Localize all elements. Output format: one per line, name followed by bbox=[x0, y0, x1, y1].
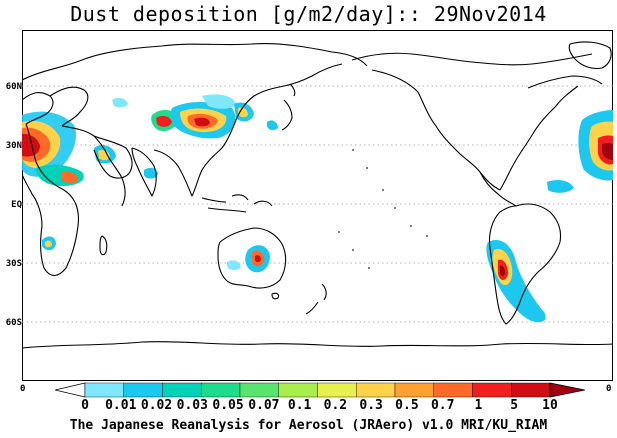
colorbar-cell bbox=[201, 382, 241, 398]
colorbar-arrow-right bbox=[549, 382, 585, 398]
colorbar-tick-label: 0.2 bbox=[323, 398, 348, 413]
lat-label-60n: 60N bbox=[5, 82, 22, 92]
lat-label-60s: 60S bbox=[5, 318, 22, 328]
colorbar-cell bbox=[162, 382, 202, 398]
colorbar-tick-label: 0.07 bbox=[248, 398, 280, 413]
credit-line: The Japanese Reanalysis for Aerosol (JRA… bbox=[69, 418, 548, 433]
colorbar-cell bbox=[278, 382, 318, 398]
colorbar-tick-label: 1 bbox=[474, 398, 483, 413]
colorbar-tick-label: 5 bbox=[510, 398, 519, 413]
lat-label-30s: 30S bbox=[5, 259, 22, 269]
colorbar-cell bbox=[123, 382, 163, 398]
colorbar-tick-label: 0.03 bbox=[176, 398, 208, 413]
colorbar bbox=[55, 382, 585, 398]
edge-label-right: 0 bbox=[606, 384, 612, 394]
colorbar-cell bbox=[394, 382, 434, 398]
colorbar-tick-label: 0.7 bbox=[430, 398, 455, 413]
lat-label-30n: 30N bbox=[5, 141, 22, 151]
edge-label-left: 0 bbox=[20, 384, 26, 394]
colorbar-tick-label: 0 bbox=[81, 398, 89, 413]
colorbar-cell bbox=[433, 382, 473, 398]
colorbar-cell bbox=[511, 382, 551, 398]
colorbar-tick-label: 0.3 bbox=[359, 398, 383, 413]
colorbar-cell bbox=[239, 382, 279, 398]
dust-deposition-shading bbox=[22, 94, 613, 323]
coastlines bbox=[22, 41, 613, 349]
colorbar-cell bbox=[84, 382, 124, 398]
colorbar-cell bbox=[472, 382, 512, 398]
colorbar-ticks: 0 0.01 0.02 0.03 0.05 0.07 0.1 0.2 0.3 0.5 0.7 1 5 10 bbox=[0, 398, 617, 414]
colorbar-tick-label: 0.1 bbox=[287, 398, 312, 413]
colorbar-tick-label: 0.02 bbox=[140, 398, 173, 413]
colorbar-cell bbox=[317, 382, 357, 398]
colorbar-cell bbox=[356, 382, 396, 398]
colorbar-tick-label: 0.5 bbox=[395, 398, 419, 413]
map-title: Dust deposition [g/m2/day]:: 29Nov2014 bbox=[70, 2, 547, 26]
lat-label-eq: EQ bbox=[11, 200, 22, 210]
colorbar-arrow-left bbox=[55, 382, 86, 398]
colorbar-tick-label: 0.05 bbox=[212, 398, 244, 413]
colorbar-tick-label: 10 bbox=[542, 398, 558, 413]
dust-deposition-map bbox=[22, 30, 613, 381]
colorbar-tick-label: 0.01 bbox=[105, 398, 137, 413]
